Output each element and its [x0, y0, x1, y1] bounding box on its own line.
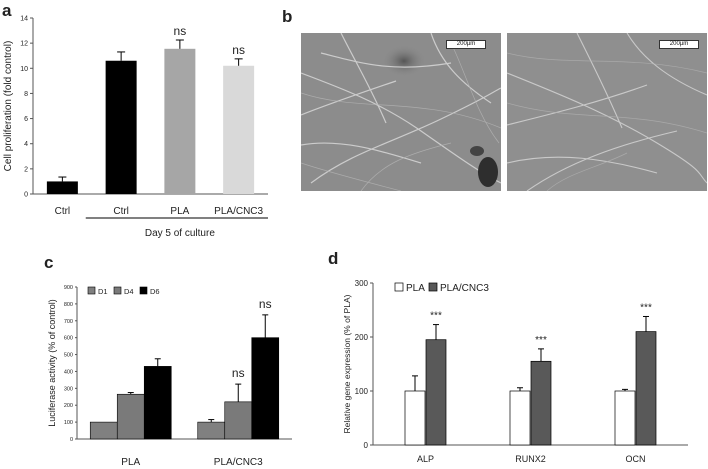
sem-image-left: 200µm — [301, 33, 501, 191]
panel-d-legend-swatch-pla-cnc3 — [428, 282, 438, 292]
panel-a-letter: a — [2, 1, 12, 20]
panel-a-ytick-label: 14 — [20, 16, 28, 23]
panel-c-y-label: Luciferase activity (% of control) — [47, 299, 57, 427]
panel-d-annotation: *** — [535, 335, 547, 346]
panel-c-legend-label-d6: D6 — [150, 287, 160, 296]
panel-d-annotation: *** — [430, 311, 442, 322]
panel-c-annotation: ns — [232, 366, 245, 380]
panel-c-category-label: PLA — [121, 457, 140, 468]
panel-a-x-label: Day 5 of culture — [145, 228, 215, 239]
panel-a-ytick-label: 0 — [24, 192, 28, 199]
panel-d-legend-swatch-pla — [394, 282, 404, 292]
panel-a-bar — [105, 60, 137, 194]
panel-d-ytick-label: 100 — [355, 387, 369, 396]
panel-c-legend-label-d1: D1 — [98, 287, 108, 296]
panel-a-ytick-label: 12 — [20, 41, 28, 48]
panel-c-legend-swatch-d4 — [113, 286, 122, 295]
panel-c-bar-d6 — [251, 337, 280, 440]
panel-c-ytick-label: 800 — [64, 302, 73, 308]
panel-d-y-label: Relative gene expression (% of PLA) — [342, 294, 352, 433]
panel-c-bar-d4 — [116, 393, 145, 440]
panel-c-ytick-label: 0 — [70, 437, 73, 443]
panel-c-chart: 0 100 200 300 400 500 600 700 800 900 PLA PLA/CNC3 n… — [47, 285, 292, 468]
panel-d-bar-pla — [404, 390, 426, 446]
scale-bar-right: 200µm — [659, 40, 699, 49]
panel-a-bar — [223, 65, 255, 195]
panel-a-annotation: ns — [232, 43, 245, 57]
panel-c-ytick-label: 100 — [64, 420, 73, 426]
panel-d-category-label: RUNX2 — [515, 454, 546, 464]
panel-d-letter: d — [328, 249, 338, 268]
panel-c-ytick-label: 200 — [64, 403, 73, 409]
sem-texture-left — [301, 33, 501, 191]
panel-d-bar-pla — [614, 390, 636, 446]
panel-a-chart: 0 2 4 6 8 10 12 14 Ctrl Ctrl ns PLA ns PLA/CNC3 Day 5 … — [3, 16, 268, 239]
panel-c-legend-swatch-d1 — [87, 286, 96, 295]
panel-a-ytick-label: 6 — [24, 116, 28, 123]
panel-a-category-label: PLA — [170, 206, 189, 217]
panel-a-category-label: Ctrl — [55, 206, 71, 217]
panel-a-y-label: Cell proliferation (fold control) — [3, 41, 14, 172]
panel-c-bar-d6 — [143, 366, 172, 440]
sem-image-right: 200µm — [507, 33, 707, 191]
panel-d-bar-pla-cnc3 — [425, 339, 447, 446]
panel-c-bar-d4 — [224, 401, 253, 440]
panel-c-bar-d1 — [89, 421, 118, 440]
panel-c-bar-d1 — [197, 421, 226, 440]
scale-bar-left: 200µm — [446, 40, 486, 49]
panel-d-ytick-label: 0 — [364, 441, 369, 450]
panel-a-ytick-label: 2 — [24, 166, 28, 173]
panel-a-ytick-label: 8 — [24, 91, 28, 98]
panel-c-legend-swatch-d6 — [139, 286, 148, 295]
panel-c-ytick-label: 600 — [64, 336, 73, 342]
panel-c-annotation: ns — [259, 297, 272, 311]
panel-a-category-label: Ctrl — [113, 206, 129, 217]
panel-d-chart: 0 100 200 300 *** ALP *** RUNX2 *** OCN PLA PLA/CNC… — [342, 279, 688, 464]
panel-d-bar-pla-cnc3 — [635, 331, 657, 446]
panel-c-ytick-label: 400 — [64, 369, 73, 375]
panel-d-category-label: ALP — [417, 454, 434, 464]
panel-d-ytick-label: 300 — [355, 279, 369, 288]
panel-c-ytick-label: 300 — [64, 386, 73, 392]
panel-a-annotation: ns — [174, 24, 187, 38]
panel-b-letter: b — [282, 7, 292, 26]
panel-a-ytick-label: 4 — [24, 141, 28, 148]
sem-texture-right — [507, 33, 707, 191]
panel-a-bar — [164, 48, 196, 194]
panel-d-bar-pla-cnc3 — [530, 360, 552, 446]
panel-a-ytick-label: 10 — [20, 66, 28, 73]
panel-d-bar-pla — [509, 390, 531, 446]
panel-c-letter: c — [44, 253, 53, 272]
panel-d-legend-label-pla-cnc3: PLA/CNC3 — [440, 283, 489, 294]
panel-d-legend-label-pla: PLA — [406, 283, 425, 294]
panel-a-bar — [46, 181, 78, 194]
panel-c-ytick-label: 700 — [64, 319, 73, 325]
panel-c-legend-label-d4: D4 — [124, 287, 134, 296]
panel-c-ytick-label: 900 — [64, 285, 73, 291]
panel-d-category-label: OCN — [626, 454, 646, 464]
panel-a-category-label: PLA/CNC3 — [214, 206, 263, 217]
panel-d-annotation: *** — [640, 302, 652, 313]
panel-c-category-label: PLA/CNC3 — [214, 457, 263, 468]
panel-c-ytick-label: 500 — [64, 353, 73, 359]
panel-d-ytick-label: 200 — [355, 333, 369, 342]
